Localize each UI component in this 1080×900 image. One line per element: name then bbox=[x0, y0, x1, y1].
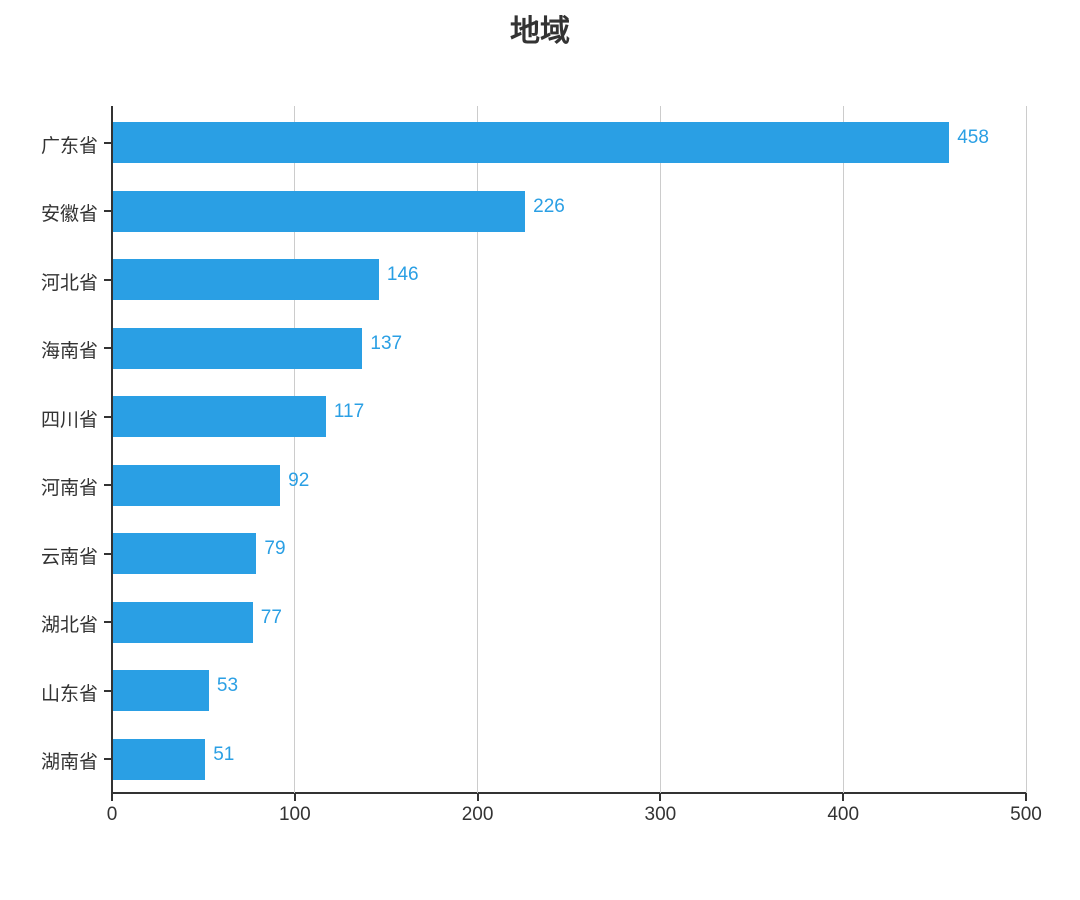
bar-value-label: 77 bbox=[260, 606, 282, 628]
y-axis-tick bbox=[104, 758, 112, 760]
bar[interactable] bbox=[113, 396, 326, 437]
x-axis-tick-label: 300 bbox=[644, 804, 677, 825]
x-axis-line bbox=[111, 792, 1027, 794]
y-axis-tick bbox=[104, 621, 112, 623]
y-axis-category-label: 海南省 bbox=[40, 340, 98, 362]
x-axis-tick bbox=[111, 793, 113, 801]
bar-value-label: 146 bbox=[386, 264, 419, 285]
x-axis-tick bbox=[1025, 793, 1027, 801]
y-axis-category-label: 四川省 bbox=[40, 408, 98, 431]
bar[interactable] bbox=[113, 464, 281, 506]
bar[interactable] bbox=[113, 190, 526, 232]
y-axis-tick bbox=[104, 210, 112, 212]
x-axis-tick bbox=[476, 793, 479, 801]
y-axis-category-label: 河南省 bbox=[40, 477, 98, 499]
bar-value-label: 79 bbox=[264, 538, 286, 559]
bar-value-label: 458 bbox=[957, 127, 989, 148]
x-gridline bbox=[842, 106, 844, 793]
bar-value-label: 92 bbox=[288, 469, 310, 491]
x-axis-tick-label: 200 bbox=[461, 804, 494, 825]
bar-value-label: 137 bbox=[370, 332, 403, 354]
y-axis-category-label: 湖南省 bbox=[40, 751, 98, 773]
bar[interactable] bbox=[113, 327, 363, 369]
x-gridline bbox=[1025, 106, 1027, 793]
bar[interactable] bbox=[113, 122, 950, 163]
bar[interactable] bbox=[113, 259, 379, 300]
x-axis-tick bbox=[659, 793, 662, 801]
y-axis-tick bbox=[104, 347, 112, 349]
x-axis-tick bbox=[842, 793, 845, 801]
bar[interactable] bbox=[113, 601, 253, 643]
x-axis-tick-label: 500 bbox=[1010, 804, 1042, 825]
bar[interactable] bbox=[113, 670, 209, 711]
x-gridline bbox=[294, 106, 296, 793]
y-axis-category-label: 河北省 bbox=[40, 271, 98, 294]
y-axis-category-label: 广东省 bbox=[40, 134, 98, 157]
x-gridline bbox=[477, 106, 479, 793]
bar-value-label: 117 bbox=[333, 401, 365, 422]
y-axis-tick bbox=[104, 141, 112, 144]
bar-value-label: 53 bbox=[216, 675, 239, 696]
x-axis-tick-label: 100 bbox=[278, 804, 311, 825]
bar-value-label: 226 bbox=[533, 195, 565, 217]
y-axis-line bbox=[111, 106, 113, 794]
y-axis-tick bbox=[104, 689, 112, 692]
y-axis-category-label: 湖北省 bbox=[40, 614, 98, 636]
y-axis-category-label: 山东省 bbox=[40, 682, 98, 705]
bar-value-label: 51 bbox=[213, 743, 235, 765]
x-axis-tick bbox=[293, 793, 296, 801]
y-axis-category-label: 安徽省 bbox=[40, 203, 98, 225]
y-axis-tick bbox=[104, 278, 112, 281]
x-axis-tick-label: 400 bbox=[827, 804, 860, 825]
chart-title: 地域 bbox=[510, 14, 570, 49]
bar[interactable] bbox=[113, 533, 257, 574]
y-axis-tick bbox=[104, 484, 112, 486]
x-axis-tick-label: 0 bbox=[106, 804, 118, 825]
y-axis-category-label: 云南省 bbox=[40, 545, 98, 568]
y-axis-tick bbox=[104, 552, 112, 555]
bar[interactable] bbox=[113, 738, 206, 780]
y-axis-tick bbox=[104, 415, 112, 418]
x-gridline bbox=[659, 106, 661, 793]
